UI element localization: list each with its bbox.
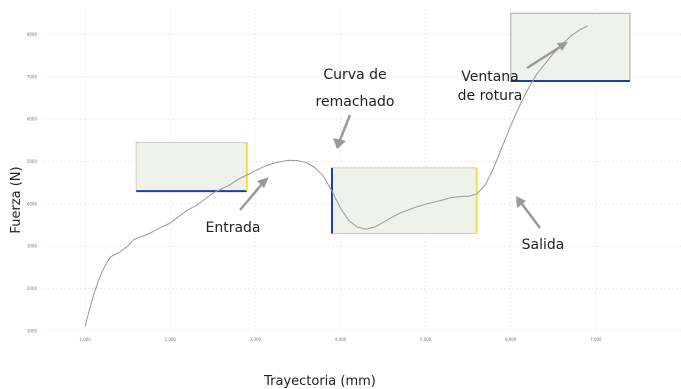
- y-tick-label: 7000: [27, 74, 38, 79]
- annotation-entrada: Entrada: [205, 220, 260, 236]
- arrow-ventana-de-rotura: [526, 45, 561, 70]
- y-tick-label: 3000: [27, 244, 38, 249]
- x-tick-label: 6,000: [505, 337, 517, 342]
- y-tick-label: 6000: [27, 117, 38, 122]
- x-tick-label: 2,000: [165, 337, 177, 342]
- y-axis-label: Fuerza (N): [9, 166, 24, 233]
- y-tick-labels: 1000 2000 3000 4000 5000 6000 7000 8000: [27, 32, 38, 333]
- annotation-ventana-de-rotura-line-2: de rotura: [458, 88, 523, 104]
- series: [84, 25, 588, 327]
- x-tick-label: 4,000: [335, 337, 347, 342]
- x-tick-label: 3,000: [250, 337, 262, 342]
- y-tick-label: 5000: [27, 159, 38, 164]
- annotation-curva-de-remachado-line-1: Curva de: [323, 67, 386, 83]
- y-tick-label: 8000: [27, 32, 38, 37]
- arrow-head-entrada: [257, 177, 269, 188]
- arrow-head-salida: [516, 196, 526, 208]
- window-entrada: [135, 141, 248, 192]
- arrow-salida: [521, 203, 541, 229]
- window-rotura: [510, 12, 631, 82]
- y-tick-label: 4000: [27, 201, 38, 206]
- x-tick-label: 1,000: [79, 337, 91, 342]
- series-line-0: [84, 25, 588, 327]
- annotation-salida: Salida: [522, 237, 565, 253]
- arrow-entrada: [239, 183, 263, 211]
- annotation-curva-de-remachado-line-2: remachado: [316, 94, 395, 110]
- arrow-curva-de-remachado: [338, 114, 352, 141]
- window-salida: [331, 167, 478, 234]
- x-tick-label: 5,000: [420, 337, 432, 342]
- y-tick-label: 1000: [27, 328, 38, 333]
- windows: [135, 12, 631, 234]
- y-tick-label: 2000: [27, 286, 38, 291]
- x-tick-labels: 1,000 2,000 3,000 4,000 5,000 6,000 7,000: [79, 337, 602, 342]
- arrow-head-curva-de-remachado: [333, 138, 346, 149]
- x-tick-label: 7,000: [590, 337, 602, 342]
- x-axis-label: Trayectoria (mm): [263, 374, 376, 389]
- arrow-head-ventana-de-rotura: [557, 42, 568, 51]
- annotations: Curva de remachado Ventana de rotura Ent…: [205, 42, 568, 253]
- annotation-ventana-de-rotura-line-1: Ventana: [461, 69, 519, 85]
